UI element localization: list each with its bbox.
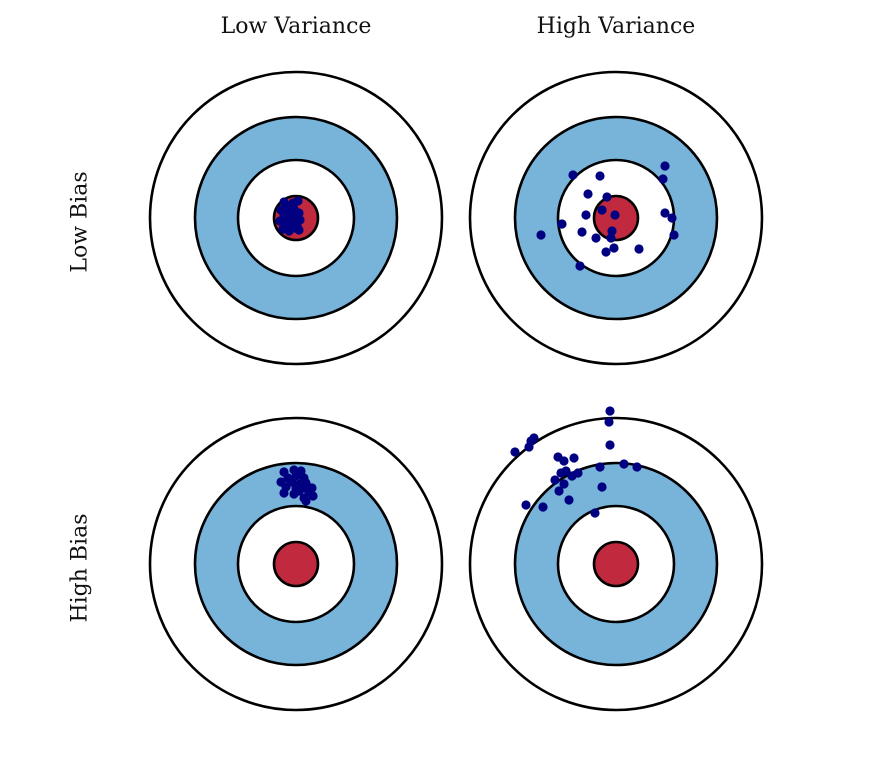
target-bullseye xyxy=(272,540,320,588)
target-low-bias-high-variance xyxy=(468,70,764,366)
shot-dot xyxy=(308,491,318,501)
shot-dot xyxy=(595,171,605,181)
shot-dot xyxy=(583,189,593,199)
shot-dot xyxy=(575,261,585,271)
shot-dot xyxy=(595,462,605,472)
shot-dot xyxy=(550,475,560,485)
target-low-bias-low-variance xyxy=(148,70,444,366)
shot-dot xyxy=(660,161,670,171)
target-bullseye xyxy=(592,540,640,588)
shot-dot xyxy=(293,196,303,206)
shot-dot xyxy=(660,208,670,218)
shot-dot xyxy=(569,453,579,463)
shot-dot xyxy=(564,495,574,505)
shot-dot xyxy=(597,205,607,215)
shot-dot xyxy=(557,219,567,229)
shot-dot xyxy=(606,233,616,243)
shot-dot xyxy=(609,243,619,253)
shot-dot xyxy=(559,479,569,489)
shot-dot xyxy=(602,192,612,202)
shot-dot xyxy=(289,489,299,499)
shot-dot xyxy=(605,406,615,416)
shot-dot xyxy=(581,210,591,220)
shot-dot xyxy=(279,488,289,498)
shot-dot xyxy=(591,233,601,243)
shot-dot xyxy=(597,482,607,492)
shot-dot xyxy=(510,447,520,457)
shot-dot xyxy=(619,459,629,469)
column-label-high-variance: High Variance xyxy=(536,14,696,39)
shot-dot xyxy=(577,227,587,237)
shot-dot xyxy=(538,502,548,512)
shot-dot xyxy=(559,456,569,466)
shot-dot xyxy=(291,209,301,219)
shot-dot xyxy=(667,213,677,223)
shot-dot xyxy=(568,170,578,180)
shot-dot xyxy=(632,462,642,472)
shot-dot xyxy=(282,201,292,211)
shot-dot xyxy=(601,247,611,257)
shot-dot xyxy=(521,500,531,510)
shot-dot xyxy=(554,486,564,496)
shot-dot xyxy=(669,230,679,240)
shot-dot xyxy=(292,221,302,231)
shot-dot xyxy=(658,174,668,184)
shot-dot xyxy=(526,436,536,446)
shot-dot xyxy=(607,226,617,236)
shot-dot xyxy=(604,417,614,427)
shot-dot xyxy=(301,496,311,506)
shot-dot xyxy=(610,210,620,220)
target-high-bias-low-variance xyxy=(148,416,444,712)
shot-dot xyxy=(573,468,583,478)
shot-dot xyxy=(590,508,600,518)
column-label-low-variance: Low Variance xyxy=(220,14,372,39)
shot-dot xyxy=(634,244,644,254)
shot-dot xyxy=(605,440,615,450)
target-high-bias-high-variance xyxy=(468,406,764,712)
shot-dot xyxy=(536,230,546,240)
